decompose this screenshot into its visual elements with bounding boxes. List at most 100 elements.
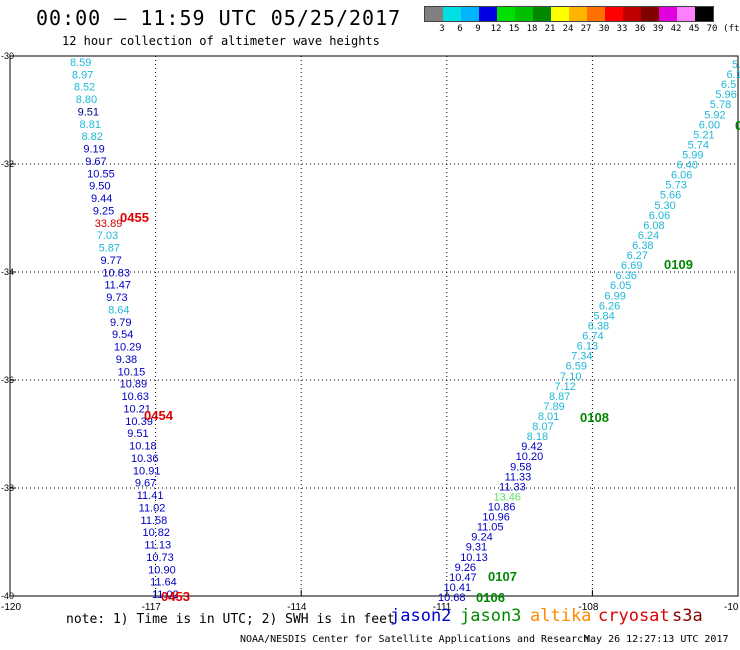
- wave-height-value: 10.83: [102, 267, 130, 279]
- scale-swatch: [551, 7, 569, 21]
- wave-height-value: 8.80: [76, 94, 97, 106]
- wave-height-value: 8.07: [532, 421, 553, 433]
- wave-height-value: 9.31: [466, 542, 487, 554]
- wave-height-value: 9.19: [83, 144, 104, 156]
- scale-unit: (ft): [723, 24, 740, 34]
- wave-height-value: 5.: [732, 59, 740, 71]
- y-tick-label: -38: [1, 483, 14, 493]
- units-note: note: 1) Time is in UTC; 2) SWH is in fe…: [66, 612, 395, 627]
- wave-height-value: 9.67: [85, 156, 106, 168]
- pass-time-label: 0109: [664, 257, 693, 272]
- color-scale-bar: [424, 6, 714, 22]
- scale-swatch: [695, 7, 713, 21]
- y-tick-label: -40: [1, 591, 14, 601]
- scale-label: 18: [526, 24, 538, 34]
- scale-label: 27: [580, 24, 592, 34]
- wave-height-value: 5.21: [693, 129, 714, 141]
- wave-height-map: -30 -32 -34 -36 -38 -40-120 -117 -114 -111 -108 -1…: [1, 51, 740, 613]
- wave-height-value: 11.47: [104, 280, 131, 292]
- wave-height-value: 6.74: [582, 331, 603, 343]
- scale-swatch: [533, 7, 551, 21]
- scale-swatch: [479, 7, 497, 21]
- wave-height-value: 9.24: [471, 532, 492, 544]
- wave-height-value: 11.33: [505, 471, 532, 483]
- chart-title: 00:00 – 11:59 UTC 05/25/2017: [36, 6, 402, 30]
- wave-height-value: 10.90: [148, 564, 176, 576]
- wave-height-value: 13.46: [493, 491, 521, 503]
- wave-height-value: 8.01: [538, 411, 559, 423]
- wave-height-value: 6.26: [599, 300, 620, 312]
- wave-height-value: 9.44: [91, 193, 112, 205]
- wave-height-value: 9.25: [93, 205, 114, 217]
- wave-height-value: 6.5: [721, 79, 736, 91]
- wave-height-value: 6.05: [610, 280, 631, 292]
- wave-height-value: 6.38: [632, 240, 653, 252]
- wave-height-value: 9.51: [127, 428, 148, 440]
- wave-height-value: 8.81: [80, 119, 101, 131]
- satellite-legend-item: jason3: [460, 606, 522, 626]
- pass-time-label: 0454: [144, 408, 174, 423]
- wave-height-value: 5.99: [682, 150, 703, 162]
- scale-swatch: [497, 7, 515, 21]
- wave-height-value: 9.79: [110, 317, 131, 329]
- scale-swatch: [605, 7, 623, 21]
- scale-label: 70: [706, 24, 718, 34]
- satellite-legend-item: s3a: [672, 606, 703, 626]
- wave-height-value: 5.30: [654, 200, 675, 212]
- wave-height-value: 5.96: [715, 89, 736, 101]
- wave-height-value: 6.13: [577, 341, 598, 353]
- x-tick-label: -120: [1, 602, 21, 613]
- wave-height-value: 10.63: [121, 391, 149, 403]
- wave-height-value: 10.47: [449, 572, 477, 584]
- pass-time-label: 0: [735, 118, 740, 133]
- wave-height-value: 6.27: [627, 250, 648, 262]
- wave-height-value: 7.89: [543, 401, 564, 413]
- scale-swatch: [515, 7, 533, 21]
- wave-height-value: 10.21: [123, 403, 151, 415]
- scale-label: 12: [490, 24, 502, 34]
- scale-label: 6: [457, 24, 463, 34]
- pass-time-label: 0455: [120, 210, 149, 225]
- wave-height-value: 8.87: [549, 391, 570, 403]
- wave-height-value: 11.41: [137, 490, 164, 502]
- wave-height-value: 6.06: [671, 170, 692, 182]
- wave-height-value: 9.54: [112, 329, 133, 341]
- scale-swatch: [623, 7, 641, 21]
- wave-height-value: 5.66: [660, 190, 681, 202]
- wave-height-value: 8.64: [108, 304, 129, 316]
- footer-timestamp: May 26 12:27:13 UTC 2017: [584, 634, 729, 645]
- scale-swatch: [569, 7, 587, 21]
- wave-height-value: 5.92: [704, 109, 725, 121]
- wave-height-value: 11.64: [150, 577, 177, 589]
- y-tick-label: -34: [1, 267, 14, 277]
- y-tick-label: -32: [1, 159, 14, 169]
- x-tick-label: -114: [287, 602, 307, 613]
- pass-time-label: 0108: [580, 410, 609, 425]
- scale-swatch: [425, 7, 443, 21]
- wave-height-value: 9.51: [78, 106, 99, 118]
- satellite-legend-item: cryosat: [598, 606, 670, 626]
- scale-swatch: [443, 7, 461, 21]
- wave-height-value: 10.89: [120, 379, 148, 391]
- wave-height-value: 10.96: [482, 512, 510, 524]
- wave-height-value: 9.38: [116, 354, 137, 366]
- pass-time-label: 0107: [488, 569, 517, 584]
- scale-label: 24: [562, 24, 574, 34]
- scale-label: 33: [616, 24, 628, 34]
- wave-height-value: 9.42: [521, 441, 542, 453]
- wave-height-value: 10.91: [133, 465, 161, 477]
- wave-height-value: 5.78: [710, 99, 731, 111]
- scale-swatch: [461, 7, 479, 21]
- scale-label: 3: [439, 24, 445, 34]
- wave-height-value: 7.34: [571, 351, 592, 363]
- wave-height-value: 10.18: [129, 441, 157, 453]
- chart-subtitle: 12 hour collection of altimeter wave hei…: [62, 34, 380, 48]
- wave-height-value: 6.38: [588, 320, 609, 332]
- wave-height-value: 5.84: [593, 310, 614, 322]
- scale-swatch: [659, 7, 677, 21]
- wave-height-value: 10.73: [146, 552, 174, 564]
- wave-height-value: 11.05: [477, 522, 504, 534]
- wave-height-value: 7.03: [97, 230, 118, 242]
- scale-label: 45: [688, 24, 700, 34]
- footer-credit: NOAA/NESDIS Center for Satellite Applica…: [240, 634, 590, 645]
